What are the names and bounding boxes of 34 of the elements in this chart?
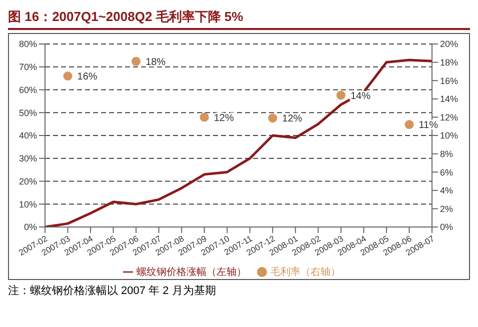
- point: [132, 56, 141, 66]
- y-tick-label: 20%: [18, 176, 37, 186]
- point: [63, 72, 72, 81]
- legend-label: 螺纹钢价格涨幅（左轴）: [136, 267, 246, 278]
- y2-tick-label: 10%: [440, 130, 458, 141]
- y-tick-label: 70%: [18, 62, 37, 72]
- y2-tick-label: 6%: [440, 167, 454, 178]
- text: 注：螺纹钢价格涨幅以 2007 年 2 月为基期: [8, 284, 217, 298]
- y2-tick-label: 0%: [440, 222, 454, 232]
- y2-tick-label: 16%: [440, 76, 458, 86]
- y-tick-label: 40%: [18, 130, 37, 141]
- y-tick-label: 10%: [18, 199, 37, 210]
- y-tick-label: 80%: [18, 39, 37, 50]
- y-tick-label: 30%: [18, 154, 37, 164]
- y2-tick-label: 18%: [440, 57, 458, 68]
- point: [404, 120, 414, 130]
- y2-tick-label: 4%: [440, 186, 454, 196]
- y-tick-label: 60%: [18, 84, 37, 95]
- data-label: 12%: [282, 114, 302, 125]
- y-tick-label: 50%: [18, 108, 37, 118]
- y2-tick-label: 2%: [440, 204, 454, 214]
- data-label: 18%: [146, 56, 166, 68]
- point: [200, 112, 209, 122]
- y2-tick-label: 8%: [440, 148, 454, 159]
- data-label: 16%: [77, 72, 98, 83]
- data-label: 12%: [214, 112, 234, 124]
- y2-tick-label: 12%: [440, 112, 458, 122]
- y2-tick-label: 14%: [440, 94, 458, 104]
- point: [336, 90, 346, 100]
- y2-tick-label: 20%: [440, 39, 458, 50]
- point: [268, 114, 278, 123]
- chart-title: 图 16：2007Q1~2008Q2 毛利率下降 5%: [8, 8, 470, 30]
- legend-label: 毛利率（右轴）: [270, 267, 340, 278]
- y-tick-label: 0%: [24, 222, 37, 232]
